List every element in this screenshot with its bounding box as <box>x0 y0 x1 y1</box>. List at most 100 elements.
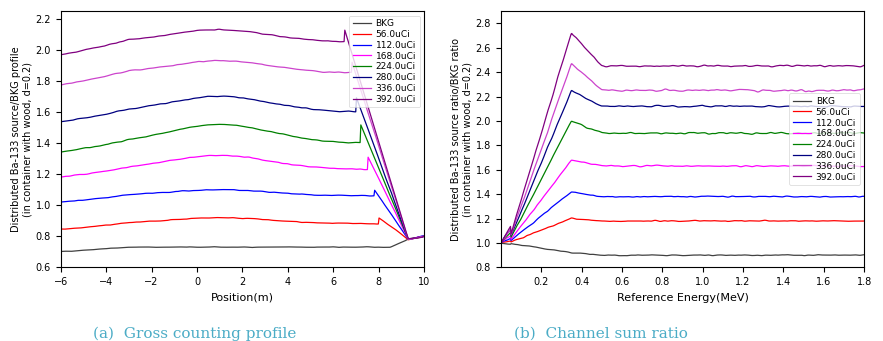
112.0uCi <box>354 193 365 197</box>
224.0uCi <box>354 140 365 145</box>
168.0uCi <box>229 154 239 158</box>
392.0uCi <box>560 52 570 56</box>
112.0uCi <box>404 237 414 241</box>
BKG <box>419 235 429 239</box>
392.0uCi <box>859 63 870 68</box>
168.0uCi <box>770 164 781 168</box>
280.0uCi <box>660 104 671 108</box>
Y-axis label: Distributed Ba-133 source ratio/BKG ratio
(in container with wood, d=0.2): Distributed Ba-133 source ratio/BKG rati… <box>451 38 472 241</box>
224.0uCi <box>273 131 283 135</box>
56.0uCi <box>411 236 422 240</box>
Line: BKG: BKG <box>501 243 864 256</box>
168.0uCi <box>354 167 365 171</box>
336.0uCi <box>560 79 570 84</box>
Line: 280.0uCi: 280.0uCi <box>61 96 424 239</box>
BKG <box>228 245 238 249</box>
168.0uCi <box>273 160 283 164</box>
Y-axis label: Distributed Ba-133 source/BKG profile
(in container with wood, d=0.2): Distributed Ba-133 source/BKG profile (i… <box>11 46 33 232</box>
Line: 112.0uCi: 112.0uCi <box>501 192 864 243</box>
56.0uCi <box>859 219 870 223</box>
56.0uCi <box>567 216 577 220</box>
56.0uCi <box>419 234 429 238</box>
BKG <box>495 241 506 245</box>
112.0uCi <box>859 194 870 198</box>
224.0uCi <box>56 150 66 154</box>
Line: 168.0uCi: 168.0uCi <box>501 160 864 243</box>
392.0uCi <box>56 53 66 57</box>
224.0uCi <box>560 131 570 135</box>
336.0uCi <box>739 88 750 92</box>
BKG <box>859 253 870 257</box>
280.0uCi <box>560 104 570 108</box>
112.0uCi <box>739 194 750 198</box>
BKG <box>770 253 781 257</box>
BKG <box>615 254 626 258</box>
336.0uCi <box>859 87 870 91</box>
168.0uCi <box>56 175 66 179</box>
BKG <box>411 236 421 240</box>
280.0uCi <box>56 120 66 124</box>
168.0uCi <box>710 164 721 168</box>
168.0uCi <box>859 164 870 168</box>
392.0uCi <box>404 237 414 241</box>
56.0uCi <box>354 221 365 225</box>
336.0uCi <box>273 65 283 69</box>
Line: 336.0uCi: 336.0uCi <box>501 64 864 243</box>
224.0uCi <box>495 241 506 245</box>
280.0uCi <box>404 237 414 241</box>
336.0uCi <box>253 62 263 66</box>
Legend: BKG, 56.0uCi, 112.0uCi, 168.0uCi, 224.0uCi, 280.0uCi, 336.0uCi, 392.0uCi: BKG, 56.0uCi, 112.0uCi, 168.0uCi, 224.0u… <box>789 93 860 185</box>
280.0uCi <box>567 88 577 92</box>
168.0uCi <box>411 235 422 239</box>
168.0uCi <box>495 241 506 245</box>
224.0uCi <box>567 119 577 123</box>
392.0uCi <box>710 64 721 68</box>
56.0uCi <box>660 219 671 223</box>
224.0uCi <box>739 131 750 135</box>
168.0uCi <box>560 167 570 171</box>
X-axis label: Reference Energy(MeV): Reference Energy(MeV) <box>616 293 749 302</box>
280.0uCi <box>419 234 429 238</box>
BKG <box>560 250 570 254</box>
56.0uCi <box>253 217 263 221</box>
280.0uCi <box>710 104 721 108</box>
392.0uCi <box>273 34 283 38</box>
280.0uCi <box>219 94 230 98</box>
280.0uCi <box>770 104 781 108</box>
168.0uCi <box>253 157 263 161</box>
336.0uCi <box>229 59 239 63</box>
392.0uCi <box>495 242 506 247</box>
112.0uCi <box>660 194 671 198</box>
224.0uCi <box>859 131 870 135</box>
112.0uCi <box>560 195 570 199</box>
168.0uCi <box>419 234 429 238</box>
336.0uCi <box>411 236 422 240</box>
Line: 56.0uCi: 56.0uCi <box>501 218 864 242</box>
Line: 336.0uCi: 336.0uCi <box>61 60 424 239</box>
112.0uCi <box>226 188 237 192</box>
336.0uCi <box>710 88 721 92</box>
112.0uCi <box>567 190 577 194</box>
56.0uCi <box>710 219 721 223</box>
56.0uCi <box>739 219 750 223</box>
224.0uCi <box>411 236 422 240</box>
Line: 392.0uCi: 392.0uCi <box>501 33 864 244</box>
Line: 56.0uCi: 56.0uCi <box>61 218 424 240</box>
Text: (a)  Gross counting profile: (a) Gross counting profile <box>93 326 296 341</box>
56.0uCi <box>770 219 781 223</box>
392.0uCi <box>590 56 600 60</box>
Text: (b)  Channel sum ratio: (b) Channel sum ratio <box>514 327 687 341</box>
280.0uCi <box>354 104 365 108</box>
X-axis label: Position(m): Position(m) <box>211 293 274 302</box>
224.0uCi <box>710 132 721 136</box>
392.0uCi <box>253 31 263 35</box>
168.0uCi <box>220 153 230 158</box>
224.0uCi <box>231 123 242 127</box>
392.0uCi <box>229 28 239 32</box>
112.0uCi <box>419 234 429 238</box>
112.0uCi <box>229 188 239 192</box>
168.0uCi <box>231 154 242 158</box>
392.0uCi <box>354 76 365 80</box>
280.0uCi <box>231 95 242 99</box>
336.0uCi <box>567 62 577 66</box>
